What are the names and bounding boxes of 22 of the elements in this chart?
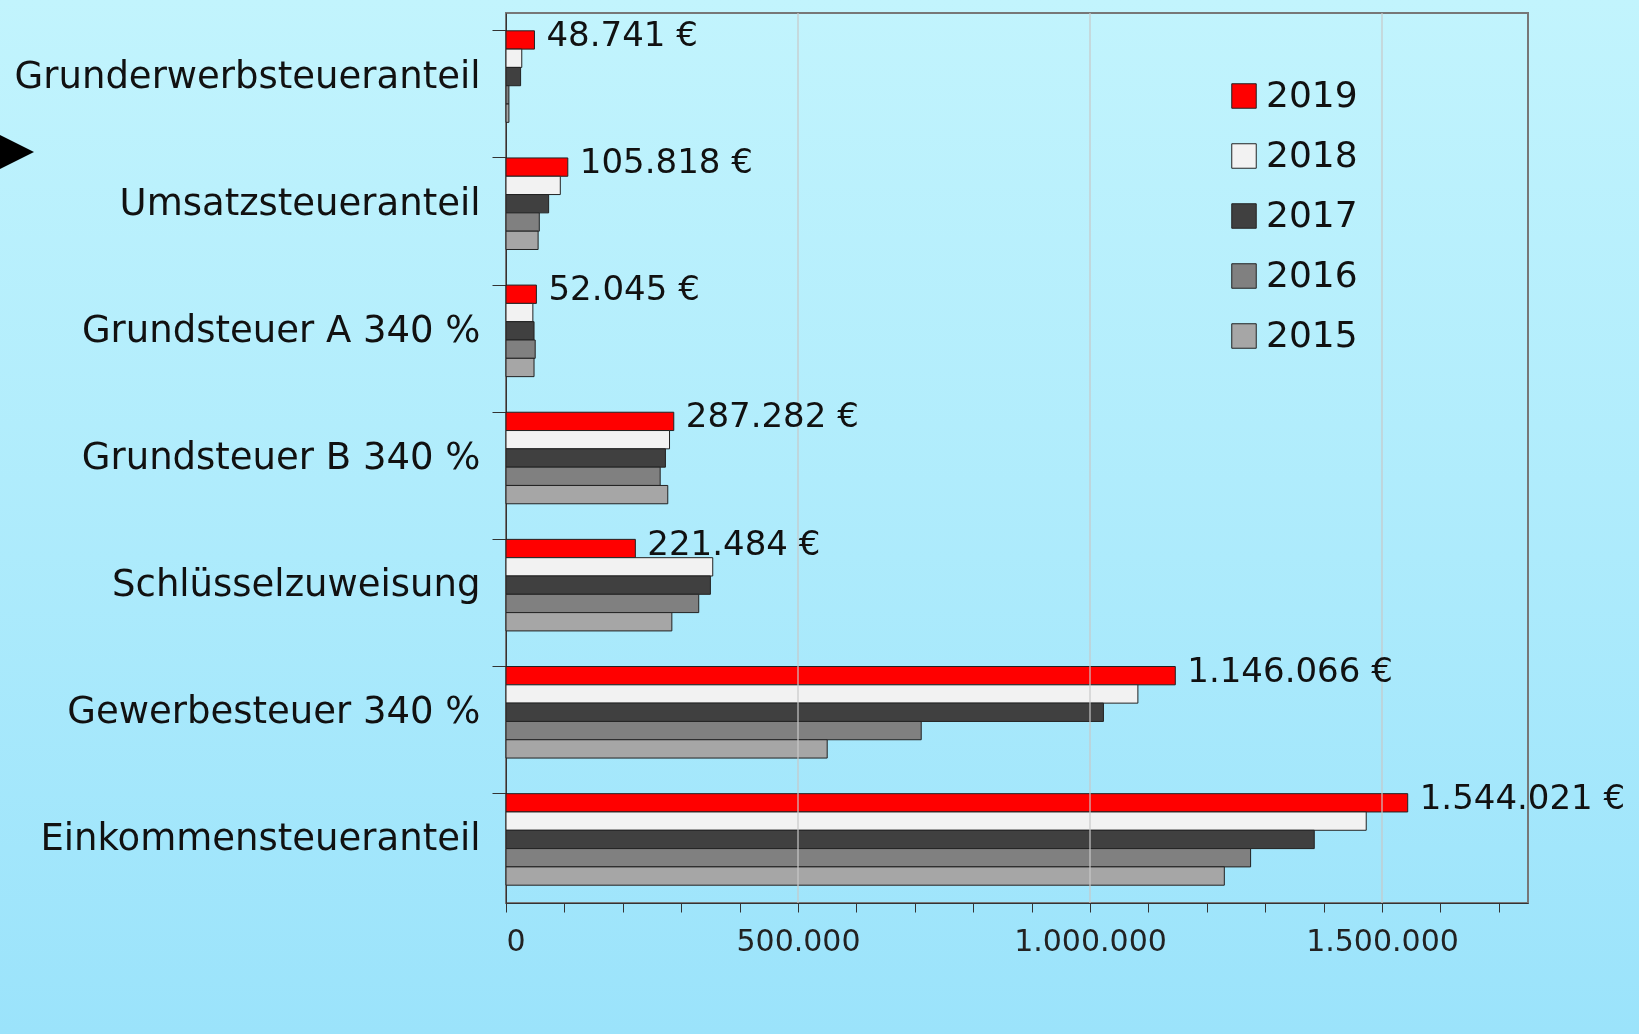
legend-label: 2016 (1266, 254, 1358, 295)
y-tick-label: Grundsteuer A 340 % (81, 307, 481, 351)
data-label: 221.484 € (647, 522, 821, 563)
y-tick-label: Schlüsselzuweisung (112, 562, 481, 606)
data-label: 52.045 € (548, 268, 700, 309)
y-tick-label: Einkommensteueranteil (40, 816, 481, 860)
data-label: 105.818 € (579, 141, 753, 182)
y-tick-label: Gewerbesteuer 340 % (67, 689, 481, 733)
x-tick-label: 0 (506, 922, 526, 958)
y-tick-label: Grundsteuer B 340 % (81, 435, 481, 478)
x-tick-label: 500.000 (736, 922, 861, 958)
legend-label: 2015 (1266, 314, 1358, 355)
x-tick-label: 1.000.000 (1014, 922, 1167, 958)
data-label: 287.282 € (685, 395, 859, 436)
x-tick-label: 1.500.000 (1306, 922, 1459, 958)
y-tick-label: Umsatzsteueranteil (119, 180, 481, 224)
legend-label: 2018 (1266, 134, 1358, 175)
data-label: 1.146.066 € (1187, 649, 1393, 690)
y-tick-label: Grunderwerbsteueranteil (14, 53, 481, 97)
legend-label: 2017 (1266, 194, 1358, 235)
legend-label: 2019 (1266, 74, 1358, 115)
data-label: 48.741 € (546, 13, 698, 54)
